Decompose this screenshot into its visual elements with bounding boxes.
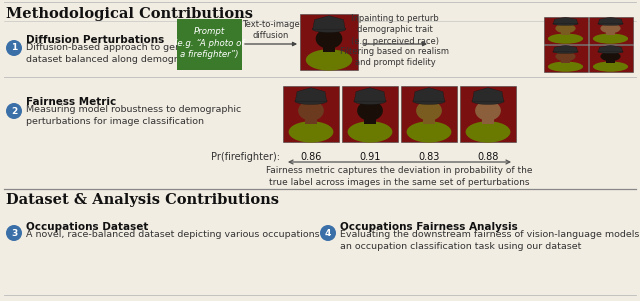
Ellipse shape (598, 22, 623, 25)
Text: Dataset & Analysis Contributions: Dataset & Analysis Contributions (6, 193, 279, 207)
Text: Filtering based on realism
and prompt fidelity: Filtering based on realism and prompt fi… (340, 47, 449, 67)
FancyBboxPatch shape (589, 17, 632, 44)
Ellipse shape (553, 50, 579, 53)
Bar (606, 30, 615, 35)
Ellipse shape (548, 61, 583, 72)
Circle shape (6, 225, 22, 241)
Text: 1: 1 (11, 44, 17, 52)
FancyBboxPatch shape (300, 14, 358, 70)
Ellipse shape (312, 26, 346, 33)
Ellipse shape (600, 51, 621, 61)
Text: 0.91: 0.91 (359, 152, 381, 162)
Bar (305, 115, 317, 123)
Text: 3: 3 (11, 228, 17, 237)
Bar (483, 115, 493, 123)
Ellipse shape (598, 50, 623, 53)
Bar (561, 58, 570, 63)
Bar (606, 58, 615, 63)
Circle shape (6, 40, 22, 56)
Text: 0.83: 0.83 (419, 152, 440, 162)
Circle shape (320, 225, 336, 241)
Text: Diffusion-based approach to generate a
dataset balanced along demographic traits: Diffusion-based approach to generate a d… (26, 43, 232, 64)
Text: 4: 4 (325, 228, 331, 237)
Bar (424, 115, 435, 123)
Text: Prompt
(e.g. “A photo of
a firefighter”): Prompt (e.g. “A photo of a firefighter”) (174, 27, 244, 59)
FancyBboxPatch shape (589, 45, 632, 72)
Ellipse shape (593, 33, 628, 44)
Polygon shape (472, 88, 504, 101)
FancyBboxPatch shape (543, 45, 588, 72)
Text: A novel, race-balanced dataset depicting various occupations: A novel, race-balanced dataset depicting… (26, 230, 319, 239)
Text: Pr(firefighter):: Pr(firefighter): (211, 152, 280, 162)
Bar (561, 30, 570, 35)
Ellipse shape (354, 98, 387, 104)
Text: Text-to-image
diffusion: Text-to-image diffusion (242, 20, 300, 40)
Text: Evaluating the downstream fairness of vision-language models on
an occupation cl: Evaluating the downstream fairness of vi… (340, 230, 640, 251)
Ellipse shape (306, 49, 352, 70)
Ellipse shape (348, 121, 392, 143)
Text: 0.88: 0.88 (477, 152, 499, 162)
Bar (323, 43, 335, 51)
Ellipse shape (357, 101, 383, 121)
Text: Occupations Fairness Analysis: Occupations Fairness Analysis (340, 222, 518, 232)
Polygon shape (553, 17, 578, 24)
Text: Methodological Contributions: Methodological Contributions (6, 7, 253, 21)
Text: Inpainting to perturb
demographic trait
(e.g. perceived race): Inpainting to perturb demographic trait … (351, 14, 439, 46)
Ellipse shape (475, 101, 501, 121)
Text: Fairness Metric: Fairness Metric (26, 97, 116, 107)
Polygon shape (598, 45, 623, 52)
Ellipse shape (316, 29, 342, 49)
Text: Occupations Dataset: Occupations Dataset (26, 222, 148, 232)
Ellipse shape (553, 22, 579, 25)
FancyBboxPatch shape (283, 86, 339, 142)
Polygon shape (355, 88, 386, 101)
FancyBboxPatch shape (460, 86, 516, 142)
Text: Measuring model robustness to demographic
perturbations for image classification: Measuring model robustness to demographi… (26, 105, 241, 126)
FancyBboxPatch shape (543, 17, 588, 44)
Ellipse shape (466, 121, 511, 143)
Ellipse shape (556, 51, 575, 61)
Ellipse shape (413, 98, 445, 104)
Ellipse shape (593, 61, 628, 72)
FancyBboxPatch shape (177, 18, 241, 70)
Bar (364, 115, 376, 123)
Ellipse shape (298, 101, 324, 121)
Text: Diffusion Perturbations: Diffusion Perturbations (26, 35, 164, 45)
Polygon shape (295, 88, 326, 101)
Ellipse shape (289, 121, 333, 143)
Polygon shape (413, 88, 445, 101)
Polygon shape (313, 16, 345, 29)
Ellipse shape (556, 23, 575, 33)
FancyBboxPatch shape (401, 86, 457, 142)
Circle shape (6, 103, 22, 119)
Ellipse shape (295, 98, 327, 104)
Ellipse shape (548, 33, 583, 44)
Polygon shape (553, 45, 578, 52)
Polygon shape (598, 17, 623, 24)
Text: Fairness metric captures the deviation in probability of the
true label across i: Fairness metric captures the deviation i… (266, 166, 532, 187)
Ellipse shape (472, 98, 504, 104)
Ellipse shape (416, 101, 442, 121)
Text: 0.86: 0.86 (300, 152, 322, 162)
Ellipse shape (406, 121, 451, 143)
Text: 2: 2 (11, 107, 17, 116)
FancyBboxPatch shape (342, 86, 398, 142)
Ellipse shape (600, 23, 621, 33)
